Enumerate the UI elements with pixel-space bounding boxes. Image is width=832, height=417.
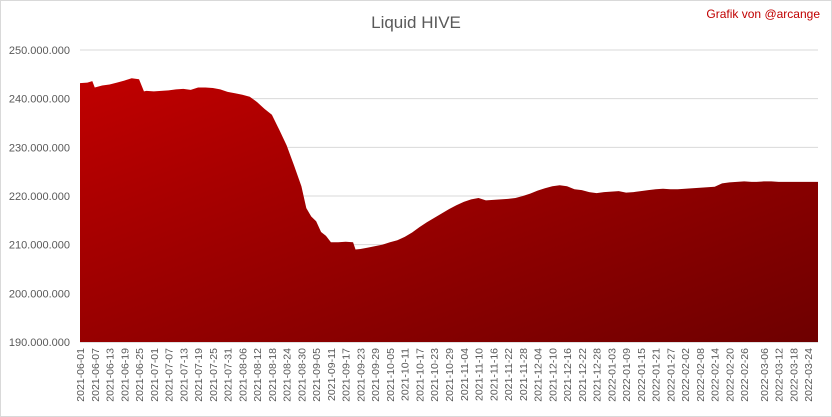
x-tick-label: 2021-11-16 bbox=[488, 348, 500, 401]
x-tick-label: 2021-06-07 bbox=[90, 348, 102, 402]
x-tick-label: 2022-01-03 bbox=[606, 348, 618, 402]
x-tick-label: 2021-12-04 bbox=[533, 348, 545, 402]
x-tick-label: 2021-07-13 bbox=[178, 348, 190, 402]
x-tick-label: 2021-06-13 bbox=[105, 348, 117, 402]
x-tick-label: 2021-12-28 bbox=[592, 348, 604, 402]
x-tick-label: 2021-10-17 bbox=[414, 348, 426, 402]
x-tick-label: 2021-09-23 bbox=[355, 348, 367, 402]
x-tick-label: 2021-10-05 bbox=[385, 348, 397, 402]
x-tick-label: 2022-02-08 bbox=[695, 348, 707, 402]
area-series bbox=[80, 78, 818, 342]
x-tick-label: 2022-01-15 bbox=[636, 348, 648, 402]
x-tick-label: 2021-07-25 bbox=[208, 348, 220, 402]
x-tick-label: 2021-11-22 bbox=[503, 348, 515, 401]
x-tick-label: 2022-01-27 bbox=[665, 348, 677, 402]
x-tick-label: 2021-08-06 bbox=[237, 348, 249, 402]
x-tick-label: 2021-11-10 bbox=[474, 348, 486, 401]
x-tick-label: 2021-09-05 bbox=[311, 348, 323, 402]
y-tick-label: 190.000.000 bbox=[9, 337, 70, 349]
x-tick-label: 2021-07-19 bbox=[193, 348, 205, 402]
x-tick-label: 2021-12-10 bbox=[547, 348, 559, 402]
y-tick-label: 220.000.000 bbox=[9, 191, 70, 203]
x-tick-label: 2021-07-07 bbox=[164, 348, 176, 402]
x-tick-label: 2021-08-24 bbox=[282, 348, 294, 402]
x-tick-label: 2022-03-06 bbox=[759, 348, 771, 402]
x-tick-label: 2022-01-21 bbox=[651, 348, 663, 402]
x-tick-label: 2022-01-09 bbox=[621, 348, 633, 402]
x-tick-label: 2021-11-04 bbox=[459, 348, 471, 401]
x-tick-label: 2021-08-12 bbox=[252, 348, 264, 402]
x-tick-label: 2021-10-23 bbox=[429, 348, 441, 402]
x-tick-label: 2022-03-18 bbox=[788, 348, 800, 402]
x-tick-label: 2021-08-18 bbox=[267, 348, 279, 402]
y-tick-label: 200.000.000 bbox=[9, 288, 70, 300]
x-tick-label: 2021-06-25 bbox=[134, 348, 146, 402]
y-tick-label: 240.000.000 bbox=[9, 94, 70, 106]
x-tick-label: 2022-03-12 bbox=[774, 348, 786, 402]
x-tick-label: 2021-07-31 bbox=[223, 348, 235, 402]
liquid-hive-area bbox=[80, 78, 818, 342]
x-tick-label: 2021-06-19 bbox=[119, 348, 131, 402]
y-tick-label: 230.000.000 bbox=[9, 142, 70, 154]
x-tick-label: 2022-02-02 bbox=[680, 348, 692, 402]
x-tick-label: 2021-12-16 bbox=[562, 348, 574, 402]
x-tick-label: 2021-12-22 bbox=[577, 348, 589, 402]
x-tick-label: 2022-02-14 bbox=[710, 348, 722, 402]
x-tick-label: 2021-07-01 bbox=[149, 348, 161, 402]
x-tick-label: 2022-02-26 bbox=[739, 348, 751, 402]
chart-credit: Grafik von @arcange bbox=[706, 7, 820, 21]
x-axis-tick-labels: 2021-06-01 2021-06-07 2021-06-13 2021-06-19… bbox=[75, 348, 815, 402]
x-tick-label: 2022-02-20 bbox=[724, 348, 736, 402]
x-tick-label: 2021-09-29 bbox=[370, 348, 382, 402]
x-tick-label: 2021-09-11 bbox=[326, 348, 338, 401]
y-tick-label: 210.000.000 bbox=[9, 240, 70, 252]
x-tick-label: 2021-09-17 bbox=[341, 348, 353, 402]
x-tick-label: 2022-03-24 bbox=[803, 348, 815, 402]
chart-title: Liquid HIVE bbox=[371, 13, 461, 32]
x-tick-label: 2021-11-28 bbox=[518, 348, 530, 401]
x-tick-label: 2021-08-30 bbox=[296, 348, 308, 402]
x-tick-label: 2021-10-29 bbox=[444, 348, 456, 402]
x-tick-label: 2021-06-01 bbox=[75, 348, 87, 402]
y-tick-label: 250.000.000 bbox=[9, 45, 70, 57]
x-tick-label: 2021-10-11 bbox=[400, 348, 412, 401]
y-axis-tick-labels: 190.000.000 200.000.000 210.000.000 220.000… bbox=[9, 45, 70, 349]
